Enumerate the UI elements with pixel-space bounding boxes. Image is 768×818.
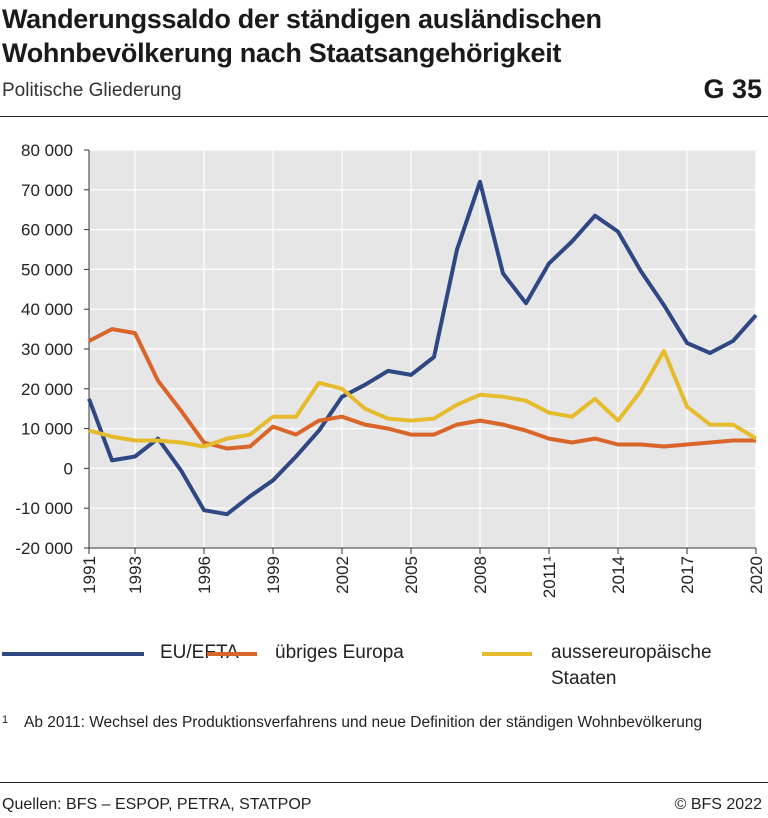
x-axis-ticks: 1991 1993 1996 1999 2002 2005 2008 2011¹ 2014 201… (80, 150, 766, 598)
x-tick-label: 1999 (264, 556, 283, 594)
legend-swatch-uebriges-europa (207, 652, 257, 656)
line-chart: 80 000 70 000 60 000 50 000 40 000 30 000 20 0… (15, 141, 766, 598)
y-tick-label: 10 000 (21, 420, 73, 439)
x-tick-label: 2008 (471, 556, 490, 594)
series-line-eu-efta (87, 179, 758, 517)
y-tick-label: 20 000 (21, 380, 73, 399)
y-tick-label: 60 000 (21, 221, 73, 240)
y-tick-label: 80 000 (21, 141, 73, 160)
x-tick-label: 2011¹ (540, 556, 559, 599)
y-tick-label: 0 (64, 459, 73, 478)
legend-label-aussereuropaeische-line1: aussereuropäische (551, 642, 712, 663)
legend-swatch-aussereuropaeische (482, 652, 532, 656)
x-tick-label: 2014 (609, 556, 628, 594)
chart-subtitle: Politische Gliederung (2, 80, 182, 101)
chart-title: Wanderungssaldo der ständigen ausländisc… (2, 2, 742, 70)
x-tick-label: 1996 (195, 556, 214, 594)
x-tick-label: 1991 (80, 556, 99, 594)
source-note: Quellen: BFS – ESPOP, PETRA, STATPOP (2, 796, 312, 813)
series-lines (87, 179, 758, 517)
footnote-mark: 1 (2, 714, 9, 726)
series-line-uebriges-europa (88, 327, 756, 451)
legend-label-aussereuropaeische: aussereuropäische Staaten (551, 640, 712, 692)
graphic-code: G 35 (703, 74, 762, 104)
footer-divider (0, 782, 768, 783)
series-line-aussereuropaeische-staaten (88, 349, 758, 449)
legend-label-aussereuropaeische-line2: Staaten (551, 668, 617, 689)
legend-label-uebriges-europa: übriges Europa (275, 642, 404, 663)
chart-title-line2: Wohnbevölkerung nach Staatsangehörigkeit (2, 38, 562, 68)
footnote-text: Ab 2011: Wechsel des Produktionsverfahre… (24, 714, 703, 731)
x-tick-label: 2002 (333, 556, 352, 594)
y-tick-label: 50 000 (21, 260, 73, 279)
legend-label-eu-efta: EU/EFTA (160, 642, 239, 663)
x-tick-label: 2017 (678, 556, 697, 594)
copyright-note: © BFS 2022 (674, 796, 762, 813)
y-tick-label: -20 000 (15, 539, 73, 558)
y-tick-label: 30 000 (21, 340, 73, 359)
chart-title-line1: Wanderungssaldo der ständigen ausländisc… (2, 4, 602, 34)
legend-swatch-eu-efta (2, 652, 144, 656)
y-tick-label: -10 000 (15, 499, 73, 518)
x-tick-label: 2005 (402, 556, 421, 594)
x-tick-label: 1993 (126, 556, 145, 594)
y-tick-label: 70 000 (21, 181, 73, 200)
y-tick-label: 40 000 (21, 300, 73, 319)
x-tick-label: 2020 (747, 556, 766, 594)
y-axis-ticks: 80 000 70 000 60 000 50 000 40 000 30 000 20 0… (15, 141, 89, 558)
header-divider (0, 116, 768, 117)
